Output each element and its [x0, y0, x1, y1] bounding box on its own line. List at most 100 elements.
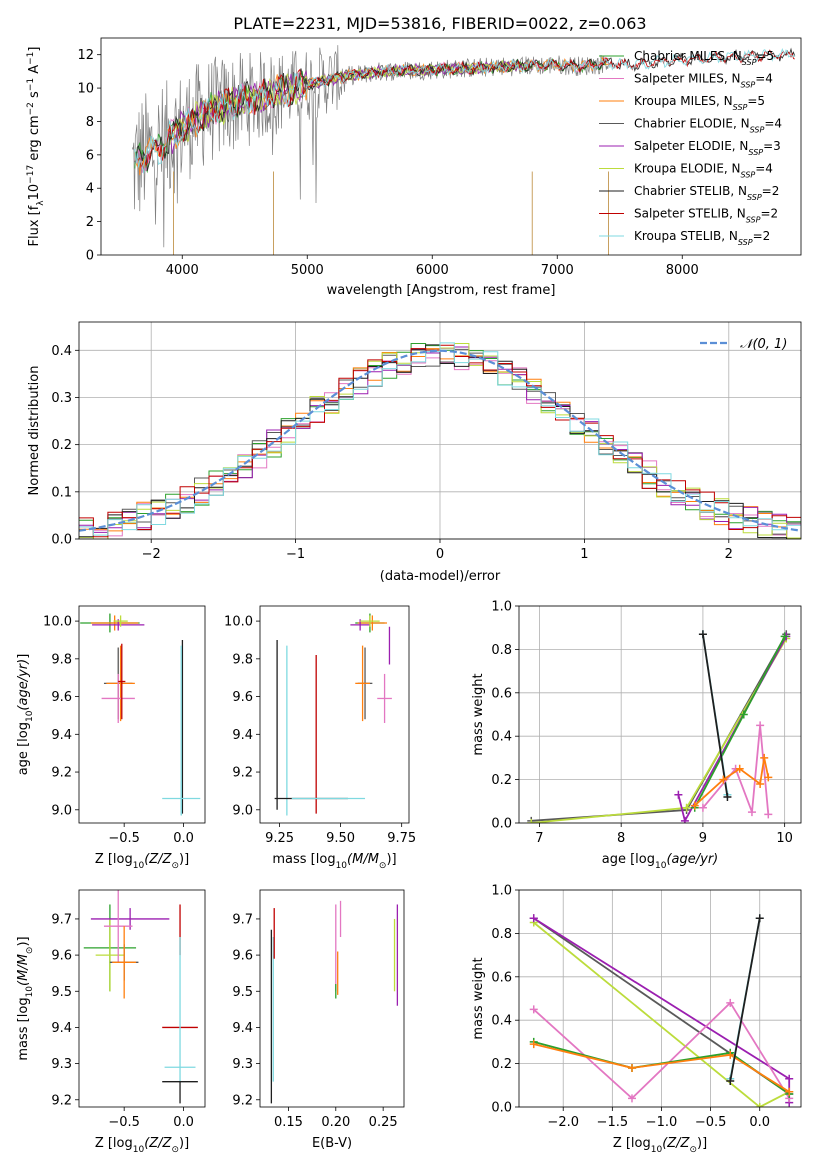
weight-marker — [785, 1074, 794, 1083]
data-point — [118, 643, 126, 720]
y-tick-label: 2 — [86, 215, 94, 230]
weight-marker — [764, 810, 773, 819]
weight-line — [533, 1043, 790, 1093]
y-tick-label: 0.0 — [491, 1101, 512, 1116]
weight-marker — [627, 1063, 636, 1072]
x-tick-label: 9.25 — [265, 831, 294, 846]
mass-vs-metallicity-panel: −0.5 0.0 9.2 9.3 9.4 9.5 9.6 9.7 Z [log10(Z/Z⊙)]… — [16, 889, 206, 1155]
weight-marker — [747, 808, 756, 817]
weight-marker — [674, 790, 683, 799]
legend-entry: Salpeter MILES, NSSP=4 — [634, 72, 773, 90]
weight-line — [729, 918, 761, 1082]
x-tick-label: −1 — [286, 547, 305, 562]
y-tick-label: 10 — [77, 82, 94, 97]
y-tick-label: 9.0 — [232, 803, 253, 818]
y-tick-label: 0.2 — [491, 773, 512, 788]
weight-marker — [698, 803, 707, 812]
y-axis-label: Normed distribution — [27, 366, 42, 496]
legend-entry: 𝒩(0, 1) — [740, 337, 787, 352]
y-tick-label: 10.0 — [43, 615, 72, 630]
x-tick-label: −1.5 — [597, 1115, 629, 1130]
y-tick-label: 9.2 — [232, 766, 253, 781]
y-axis-label: mass weight — [471, 673, 486, 755]
histograms — [79, 342, 801, 539]
weight-line — [533, 1001, 790, 1100]
axes-frame — [259, 889, 405, 1108]
residual-histogram-panel: −2 −1 0 1 2 0.0 0.1 0.2 0.3 0.4 (data-model)/error… — [27, 321, 802, 584]
y-tick-label: 9.6 — [51, 949, 72, 964]
y-tick-label: 9.4 — [51, 728, 72, 743]
weight-marker — [755, 914, 764, 923]
data-point — [113, 615, 128, 627]
x-axis-label: Z [log10(Z/Z⊙)] — [613, 1136, 707, 1155]
weight-marker — [764, 773, 773, 782]
x-tick-label: 6000 — [416, 263, 449, 278]
mass-vs-ebv-panel: 0.15 0.20 0.25 9.2 9.3 9.4 9.5 9.6 9.7 E(B-V) — [232, 889, 405, 1151]
axes-frame — [518, 889, 802, 1108]
weight-marker — [529, 914, 538, 923]
weight-marker — [627, 1094, 636, 1103]
weight-line — [533, 921, 790, 1107]
weight-marker — [726, 1050, 735, 1059]
y-tick-label: 0.6 — [491, 970, 512, 985]
weight-marker — [739, 710, 748, 719]
weight-marker — [680, 816, 689, 823]
data-point — [360, 615, 380, 627]
normal-curve — [79, 349, 799, 532]
weight-marker — [780, 632, 789, 641]
error-bars — [274, 613, 392, 816]
legend-entry: Chabrier MILES, NSSP=5 — [634, 49, 774, 67]
figure-title: PLATE=2231, MJD=53816, FIBERID=0022, z=0… — [233, 14, 646, 33]
y-tick-label: 9.3 — [232, 1057, 253, 1072]
y-tick-label: 9.8 — [232, 652, 253, 667]
y-tick-label: 9.6 — [232, 690, 253, 705]
legend-entry: Kroupa STELIB, NSSP=2 — [634, 229, 770, 247]
y-tick-label: 0.2 — [51, 438, 72, 453]
weight-marker — [690, 801, 699, 810]
weight-vs-age-panel: 7 8 9 10 0.0 0.2 0.4 0.6 0.8 1.0 age [log10(age/yr… — [471, 600, 802, 871]
y-tick-label: 9.6 — [51, 690, 72, 705]
y-tick-label: 0.3 — [51, 391, 72, 406]
age-vs-mass-panel: 9.25 9.50 9.75 9.0 9.2 9.4 9.6 9.8 10.0 mass [log… — [224, 605, 416, 871]
weight-series — [527, 630, 791, 823]
weight-marker — [527, 819, 536, 823]
x-tick-label: 9 — [699, 831, 707, 846]
x-tick-label: 5000 — [291, 263, 324, 278]
y-tick-label: 9.3 — [51, 1057, 72, 1072]
y-tick-label: 9.5 — [51, 985, 72, 1000]
weight-marker — [756, 721, 765, 730]
x-axis-label: (data-model)/error — [380, 569, 501, 584]
weight-series — [529, 914, 794, 1107]
x-tick-label: 1 — [580, 547, 588, 562]
y-tick-label: 9.7 — [51, 912, 72, 927]
data-point — [112, 926, 137, 999]
y-tick-label: 0.2 — [491, 1057, 512, 1072]
y-tick-label: 9.2 — [51, 1093, 72, 1108]
y-tick-label: 0.0 — [51, 533, 72, 548]
y-axis-label: Flux [fλ10−17 erg cm−2 s−1 A−1] — [26, 47, 46, 247]
y-tick-label: 9.8 — [51, 652, 72, 667]
x-axis-label: E(B-V) — [312, 1136, 352, 1151]
y-axis-label: mass weight — [471, 957, 486, 1039]
x-tick-label: 0.15 — [274, 1115, 303, 1130]
y-axis-label: mass [log10(M/M⊙)] — [16, 936, 35, 1060]
y-tick-label: 0.4 — [491, 730, 512, 745]
x-tick-label: −0.5 — [695, 1115, 727, 1130]
weight-marker — [726, 1076, 735, 1085]
x-tick-label: 8000 — [666, 263, 699, 278]
x-tick-label: 0 — [436, 547, 444, 562]
weight-marker — [785, 1087, 794, 1096]
y-tick-label: 9.6 — [232, 949, 253, 964]
x-tick-label: −0.5 — [108, 831, 140, 846]
x-tick-label: −2.0 — [547, 1115, 579, 1130]
x-tick-label: 0.20 — [321, 1115, 350, 1130]
x-tick-label: 7000 — [541, 263, 574, 278]
y-tick-label: 0.0 — [491, 817, 512, 832]
model-spectrum — [134, 49, 795, 172]
residual-histogram — [79, 342, 801, 536]
y-tick-label: 9.4 — [51, 1021, 72, 1036]
y-tick-label: 9.0 — [51, 803, 72, 818]
data-point — [377, 673, 392, 723]
x-tick-label: −1.0 — [646, 1115, 678, 1130]
